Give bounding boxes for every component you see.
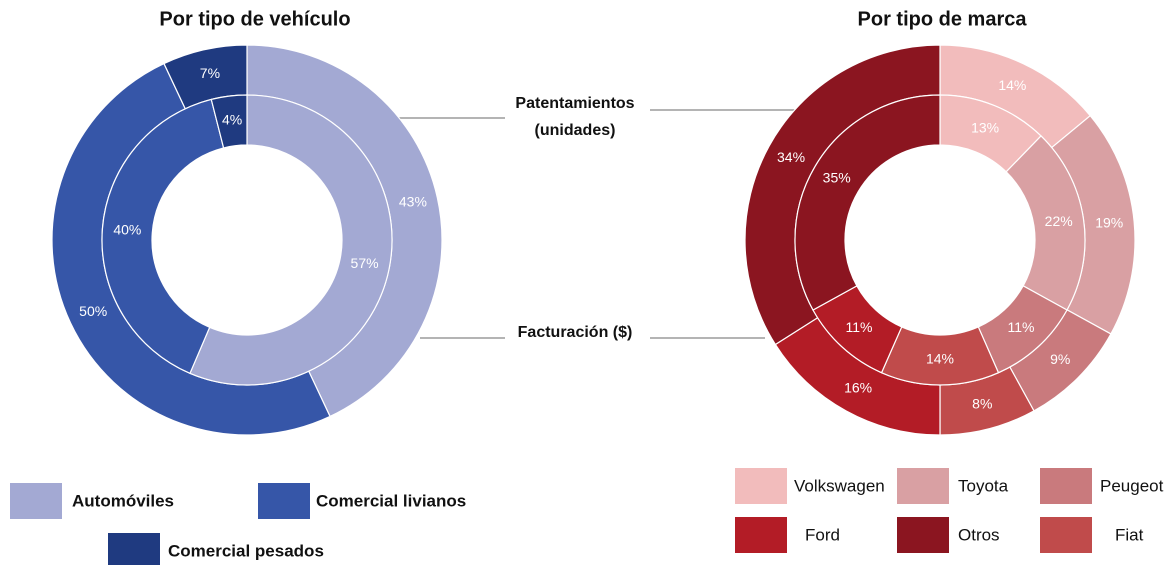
value-label: 50%	[79, 303, 107, 319]
value-label: 43%	[399, 194, 427, 210]
legend-label: Otros	[958, 525, 1000, 544]
ring-label: Patentamientos (unidades)	[515, 95, 634, 139]
value-label: 34%	[777, 149, 805, 165]
value-label: 7%	[200, 65, 220, 81]
value-label: 57%	[351, 255, 379, 271]
legend-swatch	[735, 517, 787, 553]
legend-swatch	[1040, 517, 1092, 553]
legend-swatch	[258, 483, 310, 519]
value-label: 4%	[222, 112, 242, 128]
value-label: 14%	[998, 77, 1026, 93]
legend-label: Peugeot	[1100, 476, 1164, 495]
legend-swatch	[735, 468, 787, 504]
value-label: 8%	[972, 395, 992, 411]
legend-label: Comercial pesados	[168, 541, 324, 560]
value-label: 16%	[844, 380, 872, 396]
value-label: 14%	[926, 351, 954, 367]
legend-label: Fiat	[1115, 525, 1144, 544]
value-label: 9%	[1050, 351, 1070, 367]
value-label: 11%	[1008, 319, 1035, 335]
legend-swatch	[108, 533, 160, 565]
legend-label: Automóviles	[72, 491, 174, 510]
value-label: 13%	[971, 120, 999, 136]
legend-label: Comercial livianos	[316, 491, 466, 510]
wedge	[794, 94, 941, 311]
value-label: 19%	[1095, 215, 1123, 231]
value-label: 35%	[823, 170, 851, 186]
legend-swatch	[897, 468, 949, 504]
value-label: 22%	[1045, 213, 1073, 229]
wedge	[101, 98, 225, 375]
legend-swatch	[10, 483, 62, 519]
wedge	[210, 94, 248, 149]
chart-title: Por tipo de vehículo	[159, 8, 350, 30]
value-label: 11%	[846, 319, 873, 335]
legend-label: Toyota	[958, 476, 1009, 495]
value-label: 40%	[113, 221, 141, 237]
wedge	[189, 94, 393, 386]
legend-swatch	[1040, 468, 1092, 504]
chart-title: Por tipo de marca	[858, 8, 1028, 30]
ring-label: Facturación ($)	[518, 324, 633, 341]
legend-swatch	[897, 517, 949, 553]
legend-label: Ford	[805, 525, 840, 544]
legend-label: Volkswagen	[794, 476, 885, 495]
